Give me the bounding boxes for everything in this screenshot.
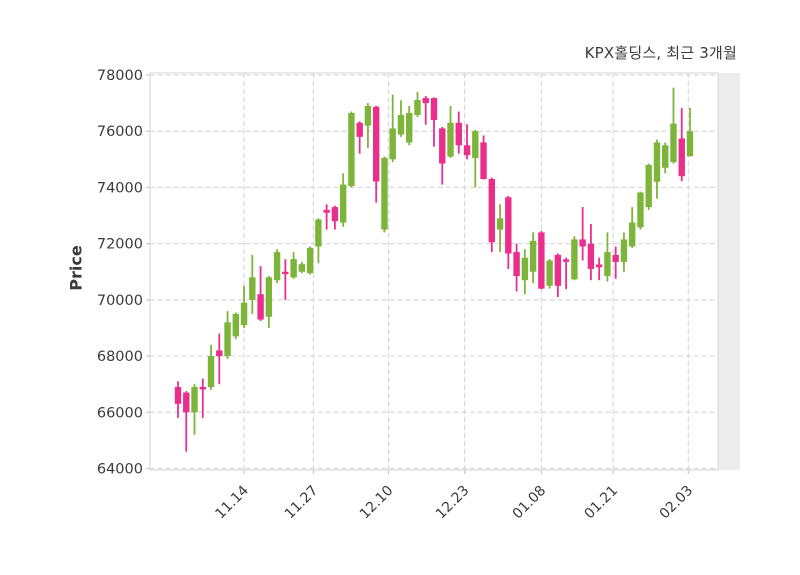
candle-body-up [645, 164, 652, 208]
candle-body-up [348, 112, 355, 187]
y-tick-label: 74000 [97, 180, 143, 196]
candle-body-down [505, 197, 512, 254]
candle-body-up [306, 247, 314, 274]
candle-body-down [554, 254, 562, 286]
candle-body-down [422, 98, 429, 104]
candle-body-up [406, 112, 413, 143]
y-axis-title: Price [66, 245, 86, 291]
candle-body-down [488, 178, 496, 243]
candle-body-down [257, 294, 264, 320]
candle-body-down [356, 122, 363, 137]
candle-body-up [273, 252, 281, 281]
candle-body-up [224, 322, 231, 357]
candle-body-up [290, 259, 297, 278]
candle-body-down [579, 239, 586, 247]
candle-body-up [496, 218, 504, 230]
candle-body-down [323, 209, 330, 213]
candle-body-down [463, 145, 471, 156]
y-tick-label: 66000 [97, 405, 143, 421]
figure-right-margin [718, 73, 740, 470]
candle-body-up [670, 123, 677, 163]
candle-body-down [183, 392, 190, 413]
x-tick-label: 12.23 [433, 483, 473, 523]
candle-body-up [447, 122, 454, 157]
candle-body-down [331, 207, 339, 222]
y-tick-label: 78000 [97, 68, 143, 84]
candle-body-down [480, 142, 487, 179]
candle-body-up [472, 131, 479, 158]
y-tick-label: 76000 [97, 124, 143, 140]
candle-body-up [686, 131, 694, 157]
candle-body-down [538, 232, 545, 289]
candle-body-down [455, 122, 462, 146]
candle-body-up [662, 145, 669, 168]
candle-body-up [265, 277, 273, 317]
candle-body-up [620, 239, 628, 262]
y-tick-label: 64000 [97, 462, 143, 478]
candle-body-up [397, 114, 405, 135]
plot-border [149, 72, 719, 471]
candle-body-up [604, 252, 611, 276]
x-tick-label: 01.08 [510, 483, 550, 523]
candle-body-up [571, 239, 578, 280]
candle-body-up [249, 277, 256, 300]
candle-body-up [637, 192, 644, 228]
x-tick-label: 12.10 [357, 483, 397, 523]
candle-body-up [628, 222, 636, 247]
candle-body-up [315, 219, 322, 247]
candle-body-up [521, 257, 529, 281]
candle-body-down [216, 350, 223, 357]
candle-body-down [372, 106, 380, 182]
candle-body-up [414, 100, 421, 115]
candle-body-up [381, 157, 388, 230]
candle-body-up [298, 264, 306, 272]
candle-body-down [199, 386, 206, 390]
y-tick-label: 70000 [97, 293, 143, 309]
x-tick-label: 01.21 [581, 483, 621, 523]
candle-body-down [612, 254, 619, 262]
y-tick-label: 68000 [97, 349, 143, 365]
candle-body-down [595, 264, 603, 268]
candle-body-down [439, 128, 446, 164]
x-tick-label: 11.14 [212, 483, 252, 523]
candle-body-up [529, 240, 537, 272]
candle-body-up [653, 142, 661, 182]
candle-body-down [174, 386, 182, 404]
y-tick-label: 72000 [97, 237, 143, 253]
candle-body-down [513, 252, 520, 276]
candle-body-down [282, 271, 289, 275]
candle-body-down [430, 98, 438, 120]
candle-body-down [678, 138, 685, 177]
candle-body-up [389, 128, 396, 160]
candle-body-up [546, 260, 553, 286]
x-tick-label: 02.03 [657, 483, 697, 523]
candle-body-up [240, 302, 248, 326]
candle-body-up [232, 313, 240, 337]
candle-body-up [207, 356, 215, 387]
chart-title: KPX홀딩스, 최근 3개월 [584, 44, 737, 62]
candle-body-down [587, 243, 595, 269]
candle-body-up [339, 184, 347, 223]
candle-body-up [364, 105, 372, 126]
candle-body-up [191, 386, 198, 413]
x-tick-label: 11.27 [282, 483, 322, 523]
candle-body-down [562, 259, 570, 262]
